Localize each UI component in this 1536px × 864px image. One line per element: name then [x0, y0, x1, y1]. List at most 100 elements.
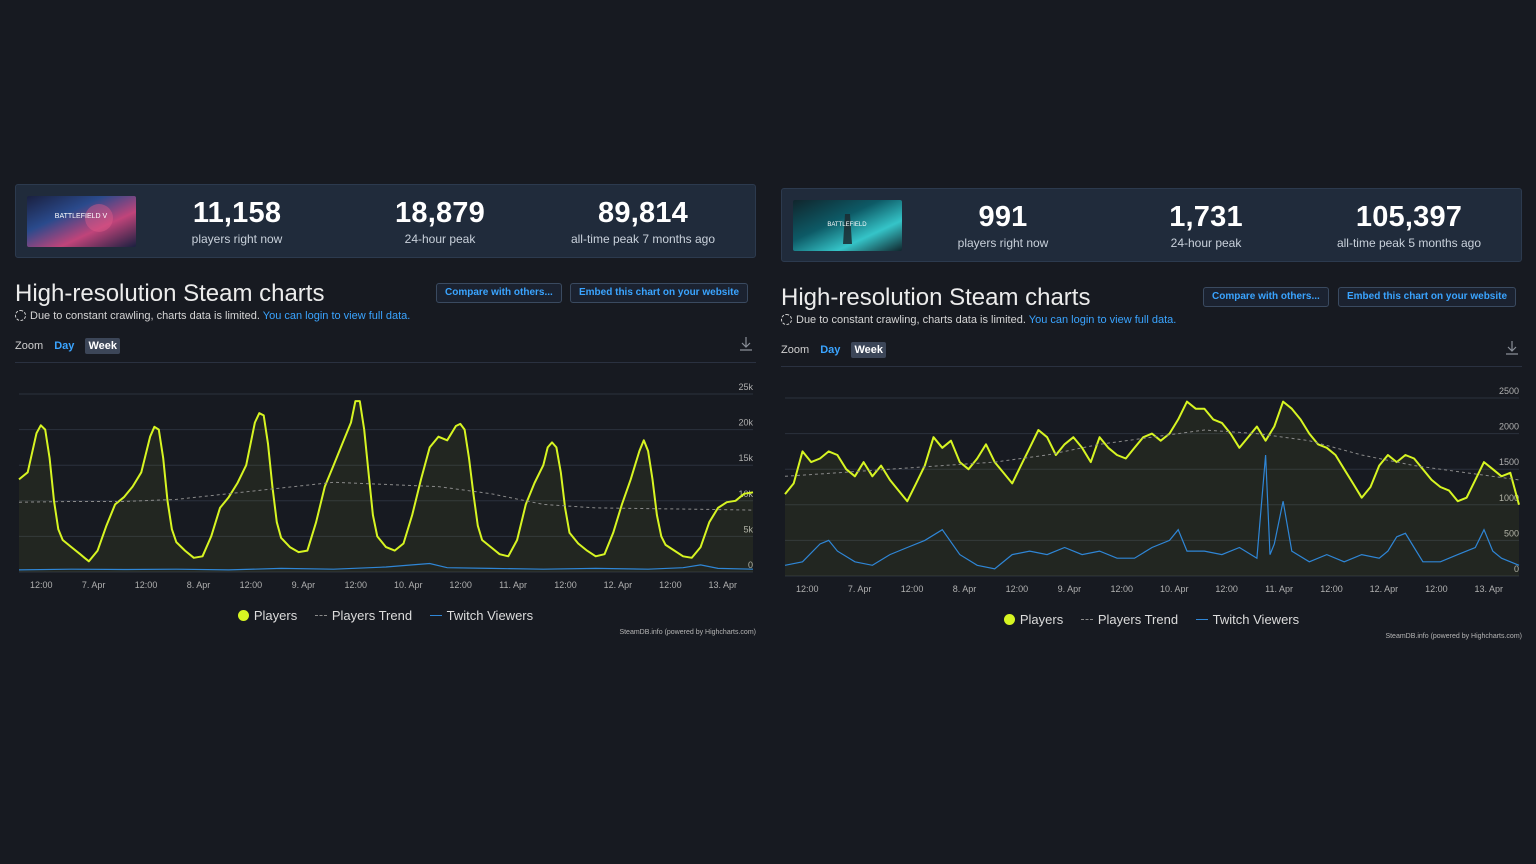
- login-link[interactable]: You can login to view full data.: [1028, 314, 1177, 326]
- stat-label: players right now: [957, 236, 1049, 250]
- stat-value: 18,879: [395, 197, 485, 229]
- players-dot-icon: [237, 610, 249, 621]
- series-line-players[interactable]: [784, 400, 1520, 506]
- x-tick-label: 11. Apr: [499, 580, 527, 590]
- loading-spinner-icon: [15, 310, 26, 321]
- legend-label: Players: [253, 608, 298, 623]
- chart-legend: Players Players Trend Twitch Viewers: [15, 608, 756, 623]
- x-tick-label: 12:00: [796, 584, 819, 594]
- stat-value: 89,814: [598, 197, 688, 229]
- series-line-twitch-viewers[interactable]: [18, 562, 754, 571]
- x-tick-label: 10. Apr: [1160, 584, 1189, 594]
- series-line-players-trend[interactable]: [784, 429, 1520, 481]
- download-icon[interactable]: [1505, 340, 1519, 356]
- dashed-line-icon: [1080, 619, 1093, 620]
- chart-credit[interactable]: SteamDB.info (powered by Highcharts.com): [1385, 633, 1522, 640]
- zoom-week-button[interactable]: Week: [85, 338, 120, 354]
- zoom-week-button[interactable]: Week: [851, 342, 886, 358]
- x-tick-label: 12:00: [1111, 584, 1134, 594]
- y-tick-label: 2000: [1499, 422, 1519, 432]
- zoom-label: Zoom: [781, 344, 810, 356]
- chart-heading: High-resolution Steam charts: [15, 280, 325, 307]
- chart-separator: [15, 362, 756, 363]
- y-tick-label: 5k: [743, 524, 753, 534]
- login-link[interactable]: You can login to view full data.: [262, 310, 411, 322]
- y-tick-label: 1000: [1499, 493, 1519, 503]
- x-tick-label: 9. Apr: [1058, 584, 1082, 594]
- stat-all-time-peak: 89,814 all-time peak 7 months ago: [543, 198, 743, 246]
- x-tick-label: 12. Apr: [604, 580, 633, 590]
- x-tick-label: 13. Apr: [1475, 584, 1504, 594]
- series-line-twitch-viewers[interactable]: [784, 454, 1520, 570]
- game-thumbnail[interactable]: BATTLEFIELD: [793, 200, 902, 251]
- legend-item-twitch[interactable]: Twitch Viewers: [429, 608, 534, 623]
- download-icon[interactable]: [739, 336, 753, 352]
- chart-separator: [781, 366, 1522, 367]
- loading-spinner-icon: [781, 314, 792, 325]
- legend-label: Players Trend: [1097, 612, 1179, 627]
- stat-label: all-time peak 5 months ago: [1336, 236, 1482, 250]
- legend-item-trend[interactable]: Players Trend: [314, 608, 413, 623]
- x-tick-label: 12:00: [1215, 584, 1238, 594]
- compare-button[interactable]: Compare with others...: [436, 283, 562, 303]
- compare-button[interactable]: Compare with others...: [1203, 287, 1329, 307]
- legend-label: Twitch Viewers: [1212, 612, 1300, 627]
- legend-label: Players Trend: [331, 608, 413, 623]
- stat-value: 105,397: [1355, 201, 1463, 233]
- x-tick-label: 11. Apr: [1265, 584, 1293, 594]
- notice-text: Due to constant crawling, charts data is…: [796, 314, 1026, 326]
- x-tick-label: 12:00: [1320, 584, 1343, 594]
- x-tick-label: 7. Apr: [848, 584, 872, 594]
- x-tick-label: 12:00: [30, 580, 53, 590]
- x-tick-label: 12:00: [1425, 584, 1448, 594]
- series-line-players-trend[interactable]: [18, 481, 754, 511]
- y-tick-label: 20k: [738, 418, 753, 428]
- stat-current-players: 11,158 players right now: [137, 198, 337, 246]
- legend-label: Players: [1019, 612, 1064, 627]
- legend-label: Twitch Viewers: [446, 608, 534, 623]
- stats-bar: BATTLEFIELD V 11,158 players right now 1…: [15, 184, 756, 258]
- x-tick-label: 12:00: [345, 580, 368, 590]
- stat-24h-peak: 1,731 24-hour peak: [1106, 202, 1306, 250]
- crawl-notice: Due to constant crawling, charts data is…: [781, 314, 1176, 326]
- x-tick-label: 10. Apr: [394, 580, 423, 590]
- legend-item-players[interactable]: Players: [237, 608, 298, 623]
- x-tick-label: 9. Apr: [292, 580, 316, 590]
- x-tick-label: 12:00: [240, 580, 263, 590]
- stat-all-time-peak: 105,397 all-time peak 5 months ago: [1309, 202, 1509, 250]
- steam-chart-panel-battlefield-2042: BATTLEFIELD 991 players right now 1,731 …: [781, 188, 1522, 640]
- chart-heading: High-resolution Steam charts: [781, 284, 1091, 311]
- zoom-day-button[interactable]: Day: [820, 344, 841, 356]
- x-tick-label: 12:00: [554, 580, 577, 590]
- stat-24h-peak: 18,879 24-hour peak: [340, 198, 540, 246]
- y-tick-label: 2500: [1499, 386, 1519, 396]
- players-area: [785, 401, 1519, 576]
- x-tick-label: 7. Apr: [82, 580, 106, 590]
- x-tick-label: 12:00: [901, 584, 924, 594]
- embed-button[interactable]: Embed this chart on your website: [1338, 287, 1517, 307]
- zoom-controls: Zoom Day Week: [15, 338, 120, 354]
- stat-value: 11,158: [192, 197, 282, 229]
- y-tick-label: 0: [1514, 564, 1519, 574]
- stat-label: all-time peak 7 months ago: [570, 232, 716, 246]
- zoom-day-button[interactable]: Day: [54, 340, 75, 352]
- legend-item-trend[interactable]: Players Trend: [1080, 612, 1179, 627]
- y-tick-label: 25k: [738, 382, 753, 392]
- player-count-chart[interactable]: 0 500 1000 1500 2000 2500 12:00 7. Apr 12:00 8. A…: [781, 372, 1522, 602]
- series-line-players[interactable]: [18, 400, 754, 563]
- y-tick-label: 0: [748, 560, 753, 570]
- y-tick-label: 1500: [1499, 457, 1519, 467]
- embed-button[interactable]: Embed this chart on your website: [570, 283, 749, 303]
- x-tick-label: 8. Apr: [187, 580, 211, 590]
- chart-legend: Players Players Trend Twitch Viewers: [781, 612, 1522, 627]
- crawl-notice: Due to constant crawling, charts data is…: [15, 310, 410, 322]
- stat-label: 24-hour peak: [1170, 236, 1242, 250]
- zoom-controls: Zoom Day Week: [781, 342, 886, 358]
- legend-item-twitch[interactable]: Twitch Viewers: [1195, 612, 1300, 627]
- x-tick-label: 12:00: [659, 580, 682, 590]
- chart-credit[interactable]: SteamDB.info (powered by Highcharts.com): [619, 629, 756, 636]
- line-icon: [1195, 619, 1208, 620]
- game-thumbnail[interactable]: BATTLEFIELD V: [27, 196, 136, 247]
- legend-item-players[interactable]: Players: [1003, 612, 1064, 627]
